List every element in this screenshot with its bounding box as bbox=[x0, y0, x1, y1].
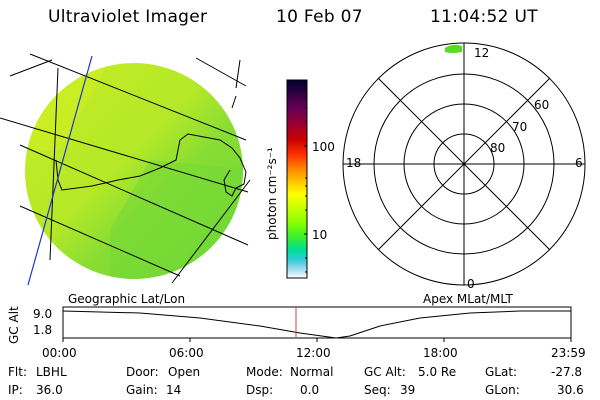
mlt-label-0: 0 bbox=[467, 277, 475, 291]
geographic-caption: Geographic Lat/Lon bbox=[68, 292, 186, 306]
dsp-label: Dsp: bbox=[246, 383, 274, 397]
alt-tick-1-8: 1.8 bbox=[33, 323, 53, 337]
filter-label: Flt: bbox=[8, 365, 27, 379]
apex-caption: Apex MLat/MLT bbox=[423, 292, 513, 306]
ip-value: 36.0 bbox=[36, 383, 63, 397]
colorbar-unit-label: photon cm⁻²s⁻¹ bbox=[265, 147, 279, 240]
meridian-line bbox=[27, 55, 93, 286]
glon-label: GLon: bbox=[485, 383, 520, 397]
instrument-title: Ultraviolet Imager bbox=[48, 7, 208, 27]
mlt-label-18: 18 bbox=[346, 156, 362, 170]
gain-value: 14 bbox=[166, 383, 182, 397]
glat-label: GLat: bbox=[485, 365, 518, 379]
earth-image bbox=[25, 63, 243, 279]
time-label: 11:04:52 UT bbox=[430, 7, 538, 27]
seq-label: Seq: bbox=[364, 383, 391, 397]
gc-alt-value: 5.0 Re bbox=[418, 365, 457, 379]
gain-label: Gain: bbox=[126, 383, 158, 397]
glon-value: 30.6 bbox=[557, 383, 584, 397]
mode-label: Mode: bbox=[246, 365, 283, 379]
mlt-label-12: 12 bbox=[474, 46, 490, 60]
filter-value: LBHL bbox=[36, 365, 67, 379]
altitude-strip bbox=[62, 306, 572, 342]
dsp-value: 0.0 bbox=[300, 383, 320, 397]
time-tick-2359: 23:59 bbox=[551, 346, 586, 360]
mlat-label-80: 80 bbox=[490, 141, 506, 155]
alt-tick-9: 9.0 bbox=[33, 307, 53, 321]
mlt-label-6: 6 bbox=[575, 156, 583, 170]
date-label: 10 Feb 07 bbox=[276, 7, 363, 27]
ip-label: IP: bbox=[8, 383, 23, 397]
mlat-label-60: 60 bbox=[534, 98, 550, 112]
colorbar-tick-10: 10 bbox=[312, 228, 328, 242]
time-tick-1200: 12:00 bbox=[296, 346, 331, 360]
colorbar-tick-100: 100 bbox=[312, 140, 335, 154]
seq-value: 39 bbox=[400, 383, 416, 397]
time-tick-0000: 00:00 bbox=[42, 346, 77, 360]
colorbar bbox=[286, 79, 308, 279]
mode-value: Normal bbox=[290, 365, 334, 379]
time-tick-1800: 18:00 bbox=[423, 346, 458, 360]
gc-alt-axis-label: GC Alt bbox=[7, 306, 21, 344]
polar-plot bbox=[342, 42, 586, 286]
door-label: Door: bbox=[126, 365, 159, 379]
mlat-label-70: 70 bbox=[512, 120, 528, 134]
glat-value: -27.8 bbox=[551, 365, 583, 379]
gc-alt-label: GC Alt: bbox=[364, 365, 406, 379]
door-value: Open bbox=[168, 365, 201, 379]
time-tick-0600: 06:00 bbox=[169, 346, 204, 360]
aurora-patch bbox=[445, 44, 462, 53]
